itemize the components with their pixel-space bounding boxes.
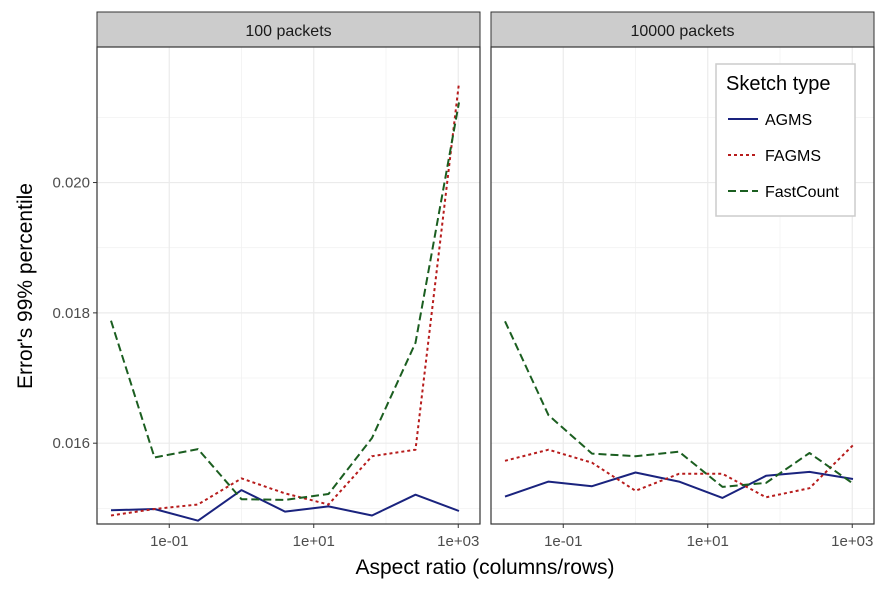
data-point-fagms bbox=[764, 495, 768, 499]
data-point-fastcount bbox=[370, 436, 374, 440]
data-point-agms bbox=[590, 484, 594, 488]
facet-strip bbox=[490, 11, 875, 48]
data-point-fastcount bbox=[764, 481, 768, 485]
facet-strip-label: 10000 packets bbox=[630, 23, 734, 40]
legend: Sketch type AGMS FAGMS FastCount bbox=[715, 63, 856, 217]
series-line-fastcount bbox=[504, 320, 854, 488]
legend-box bbox=[715, 63, 856, 217]
data-point-agms bbox=[547, 480, 551, 484]
data-point-fagms bbox=[721, 472, 725, 476]
data-point-fastcount bbox=[808, 451, 812, 455]
data-point-fastcount bbox=[414, 341, 418, 345]
x-axis-title: Aspect ratio (columns/rows) bbox=[355, 556, 614, 579]
data-point-agms bbox=[370, 514, 374, 518]
data-point-fagms bbox=[370, 454, 374, 458]
data-point-agms bbox=[677, 480, 681, 484]
data-point-agms bbox=[851, 477, 855, 481]
data-point-fastcount bbox=[590, 452, 594, 456]
x-tick-label: 1e+01 bbox=[293, 533, 335, 550]
y-tick-label: 0.020 bbox=[52, 175, 90, 192]
data-point-fastcount bbox=[677, 450, 681, 454]
data-point-agms bbox=[764, 474, 768, 478]
data-point-agms bbox=[196, 519, 200, 523]
data-point-agms bbox=[240, 488, 244, 492]
data-point-fagms bbox=[109, 514, 113, 518]
x-tick-label: 1e+03 bbox=[831, 533, 873, 550]
series-line-fagms bbox=[504, 444, 854, 499]
data-point-fagms bbox=[808, 486, 812, 490]
facet-panel-1: 100 packets 1e-01 1e+01 1e+03 0.016 0.018 0.02… bbox=[52, 11, 481, 550]
data-point-agms bbox=[109, 508, 113, 512]
x-tick-label: 1e+03 bbox=[437, 533, 479, 550]
data-point-agms bbox=[457, 509, 461, 513]
y-axis-title: Error's 99% percentile bbox=[14, 183, 37, 389]
data-point-fagms bbox=[153, 507, 157, 511]
data-point-fastcount bbox=[283, 498, 287, 502]
panel-border bbox=[96, 46, 481, 525]
data-point-fastcount bbox=[240, 497, 244, 501]
data-point-fastcount bbox=[547, 413, 551, 417]
data-point-fastcount bbox=[634, 454, 638, 458]
data-point-fagms bbox=[634, 489, 638, 493]
data-point-fastcount bbox=[503, 319, 507, 323]
data-point-fastcount bbox=[109, 319, 113, 323]
data-point-agms bbox=[634, 471, 638, 475]
data-point-fagms bbox=[414, 448, 418, 452]
data-point-fagms bbox=[503, 459, 507, 463]
data-point-fastcount bbox=[327, 492, 331, 496]
legend-label-agms: AGMS bbox=[765, 112, 812, 129]
x-tick-label: 1e-01 bbox=[150, 533, 188, 550]
data-point-fagms bbox=[851, 443, 855, 447]
x-tick-label: 1e-01 bbox=[544, 533, 582, 550]
data-point-fagms bbox=[457, 81, 461, 85]
series-line-agms bbox=[504, 470, 854, 499]
y-tick-label: 0.018 bbox=[52, 305, 90, 322]
data-point-fastcount bbox=[851, 482, 855, 486]
data-point-agms bbox=[414, 493, 418, 497]
data-point-fagms bbox=[196, 503, 200, 507]
data-point-fagms bbox=[240, 476, 244, 480]
data-point-fagms bbox=[677, 472, 681, 476]
plot-background bbox=[97, 47, 480, 524]
data-point-fagms bbox=[547, 448, 551, 452]
data-point-agms bbox=[721, 496, 725, 500]
data-point-fastcount bbox=[721, 485, 725, 489]
legend-title: Sketch type bbox=[726, 73, 831, 95]
data-point-fagms bbox=[283, 491, 287, 495]
data-point-agms bbox=[283, 510, 287, 514]
legend-label-fastcount: FastCount bbox=[765, 184, 839, 201]
data-point-agms bbox=[808, 470, 812, 474]
data-point-fagms bbox=[590, 461, 594, 465]
series-line-agms bbox=[110, 489, 460, 522]
data-point-fastcount bbox=[196, 447, 200, 451]
series-line-fastcount bbox=[110, 102, 460, 501]
y-tick-label: 0.016 bbox=[52, 435, 90, 452]
x-tick-label: 1e+01 bbox=[687, 533, 729, 550]
panel-border bbox=[490, 46, 875, 525]
data-point-fastcount bbox=[153, 456, 157, 460]
facet-strip-label: 100 packets bbox=[245, 23, 331, 40]
facet-strip bbox=[96, 11, 481, 48]
data-point-fastcount bbox=[457, 100, 461, 104]
data-point-agms bbox=[503, 495, 507, 499]
legend-label-fagms: FAGMS bbox=[765, 148, 821, 165]
data-point-fagms bbox=[327, 503, 331, 507]
